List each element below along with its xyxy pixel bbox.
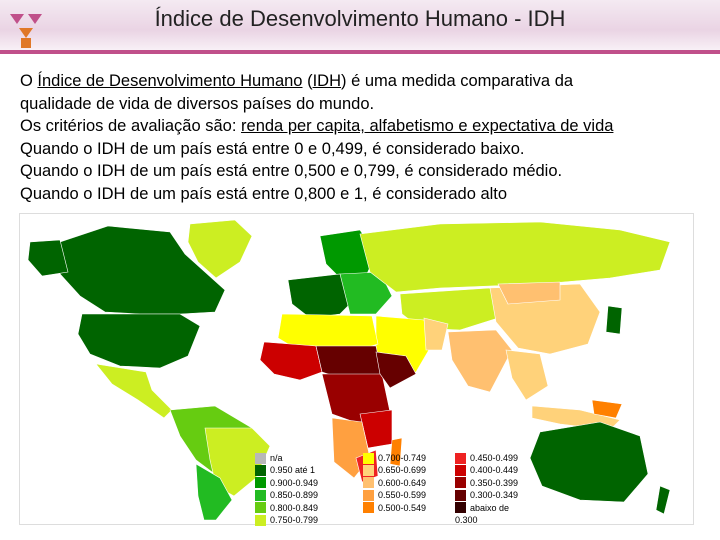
abbr-link: IDH [312, 72, 342, 90]
page-title: Índice de Desenvolvimento Humano - IDH [154, 6, 566, 31]
legend-label: 0.950 até 1 [270, 465, 316, 476]
legend-item: 0.850-0.899 [255, 489, 318, 501]
legend-item: n/a [255, 452, 318, 464]
legend-label: 0.450-0.499 [470, 453, 519, 463]
legend-item: 0.550-0.599 [363, 489, 426, 501]
legend-item: 0.300 [455, 514, 518, 526]
intro-text: O Índice de Desenvolvimento Humano (IDH)… [20, 70, 710, 205]
legend-item: 0.700-0.749 [363, 452, 426, 464]
legend-swatch [363, 465, 374, 477]
legend-label: 0.550-0.599 [378, 490, 427, 501]
legend-label: 0.500-0.549 [378, 502, 427, 513]
high-line: Quando o IDH de um país está entre 0,800… [20, 184, 508, 203]
legend-item: 0.350-0.399 [455, 477, 518, 489]
slide-header [0, 0, 720, 50]
legend-swatch [455, 502, 466, 514]
legend-item: 0.500-0.549 [363, 502, 426, 514]
legend-label: n/a [270, 453, 283, 463]
intro-line-1: O Índice de Desenvolvimento Humano (IDH)… [20, 72, 574, 90]
legend-column-3: 0.450-0.499 0.400-0.449 0.350-0.399 0.300-0… [455, 452, 518, 526]
legend-item: 0.600-0.649 [363, 477, 426, 489]
legend-swatch [455, 465, 466, 477]
legend-label: 0.650-0.699 [378, 465, 427, 476]
world-map [19, 213, 694, 525]
legend-item: 0.750-0.799 [255, 514, 318, 526]
legend-item: 0.450-0.499 [455, 452, 518, 464]
legend-label: 0.400-0.449 [470, 465, 519, 476]
legend-label: 0.900-0.949 [270, 477, 319, 488]
world-map-svg [27, 219, 671, 521]
legend-swatch [455, 477, 466, 489]
legend-label: 0.750-0.799 [270, 514, 319, 525]
legend-column-2: 0.700-0.749 0.650-0.699 0.600-0.649 0.550-0… [363, 452, 426, 514]
legend-swatch [255, 465, 266, 477]
header-divider [0, 50, 720, 54]
legend-item: 0.800-0.849 [255, 502, 318, 514]
legend-swatch [363, 502, 374, 514]
legend-swatch [363, 477, 374, 489]
criteria-line: Os critérios de avaliação são: renda per… [20, 117, 614, 135]
legend-swatch [363, 489, 374, 501]
low-line: Quando o IDH de um país está entre 0 e 0… [20, 139, 525, 158]
legend-label: 0.300 [455, 514, 478, 525]
legend-item: 0.400-0.449 [455, 464, 519, 477]
legend-item: 0.950 até 1 [255, 464, 318, 477]
legend-label: 0.300-0.349 [470, 490, 519, 501]
intro-line-2: qualidade de vida de diversos países do … [20, 94, 375, 113]
legend-swatch [255, 477, 266, 489]
legend-label: 0.850-0.899 [270, 490, 319, 501]
legend-label: 0.800-0.849 [270, 502, 319, 513]
legend-swatch [363, 452, 374, 464]
legend-column-1: n/a 0.950 até 1 0.900-0.949 0.850-0.899 0.80… [255, 452, 318, 526]
legend-label: abaixo de [470, 502, 510, 513]
criteria-list: renda per capita, alfabetismo e expectat… [241, 117, 614, 135]
legend-label: 0.350-0.399 [470, 477, 519, 488]
legend-swatch [455, 489, 466, 501]
medium-line: Quando o IDH de um país está entre 0,500… [20, 162, 563, 180]
legend-swatch [255, 502, 266, 514]
legend-swatch [255, 452, 266, 464]
legend-item: 0.900-0.949 [255, 477, 318, 489]
legend-item: abaixo de [455, 502, 518, 514]
legend-swatch [455, 452, 466, 464]
legend-label: 0.700-0.749 [378, 453, 427, 463]
legend-item: 0.650-0.699 [363, 464, 427, 477]
legend-swatch [255, 489, 266, 501]
legend-item: 0.300-0.349 [455, 489, 518, 501]
legend-label: 0.600-0.649 [378, 477, 427, 488]
logo-icon [10, 14, 42, 48]
legend-swatch [255, 514, 266, 526]
term-link: Índice de Desenvolvimento Humano [37, 72, 303, 90]
